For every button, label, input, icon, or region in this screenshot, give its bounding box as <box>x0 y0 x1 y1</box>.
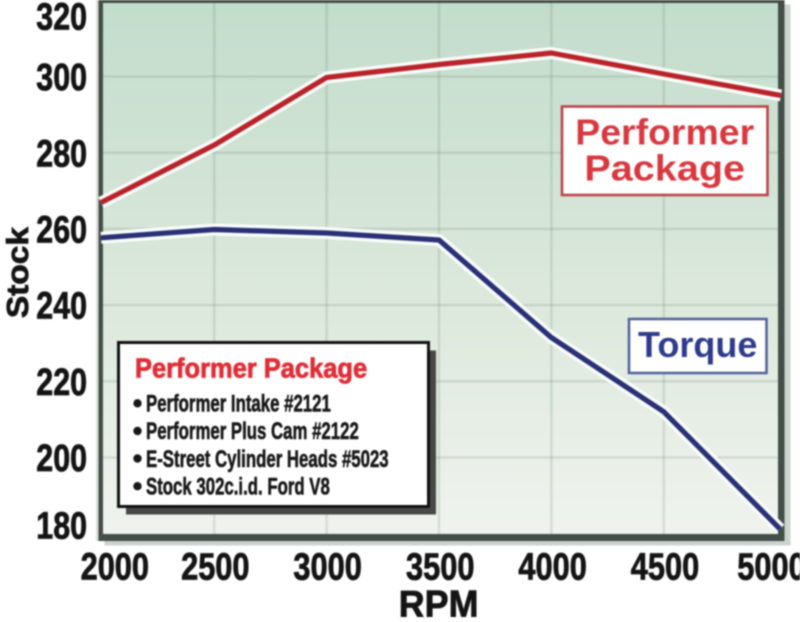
svg-text:RPM: RPM <box>399 582 479 617</box>
svg-text:260: 260 <box>36 209 87 251</box>
svg-text:2500: 2500 <box>181 547 249 589</box>
svg-text:Performer: Performer <box>575 112 754 152</box>
svg-text:3000: 3000 <box>293 547 361 589</box>
svg-text:5000: 5000 <box>737 547 800 589</box>
svg-text:Performer Plus Cam #2122: Performer Plus Cam #2122 <box>146 418 359 445</box>
svg-text:Stock 302c.i.d. Ford V8: Stock 302c.i.d. Ford V8 <box>146 474 330 501</box>
svg-text:280: 280 <box>36 133 87 175</box>
svg-text:200: 200 <box>36 438 87 480</box>
svg-text:220: 220 <box>36 362 87 404</box>
svg-text:320: 320 <box>36 0 87 38</box>
svg-text:Performer Package: Performer Package <box>135 352 367 383</box>
svg-text:Stock: Stock <box>0 227 35 318</box>
svg-text:Package: Package <box>584 149 745 189</box>
svg-text:3500: 3500 <box>406 547 474 589</box>
svg-text:2000: 2000 <box>81 547 149 589</box>
svg-text:180: 180 <box>36 505 87 547</box>
svg-text:Torque: Torque <box>638 324 757 365</box>
svg-text:4500: 4500 <box>631 547 699 589</box>
svg-text:E-Street Cylinder Heads #5023: E-Street Cylinder Heads #5023 <box>146 446 389 473</box>
svg-text:300: 300 <box>36 57 87 99</box>
svg-text:240: 240 <box>36 286 87 328</box>
svg-text:Performer Intake #2121: Performer Intake #2121 <box>146 391 331 418</box>
svg-text:4000: 4000 <box>518 547 586 589</box>
